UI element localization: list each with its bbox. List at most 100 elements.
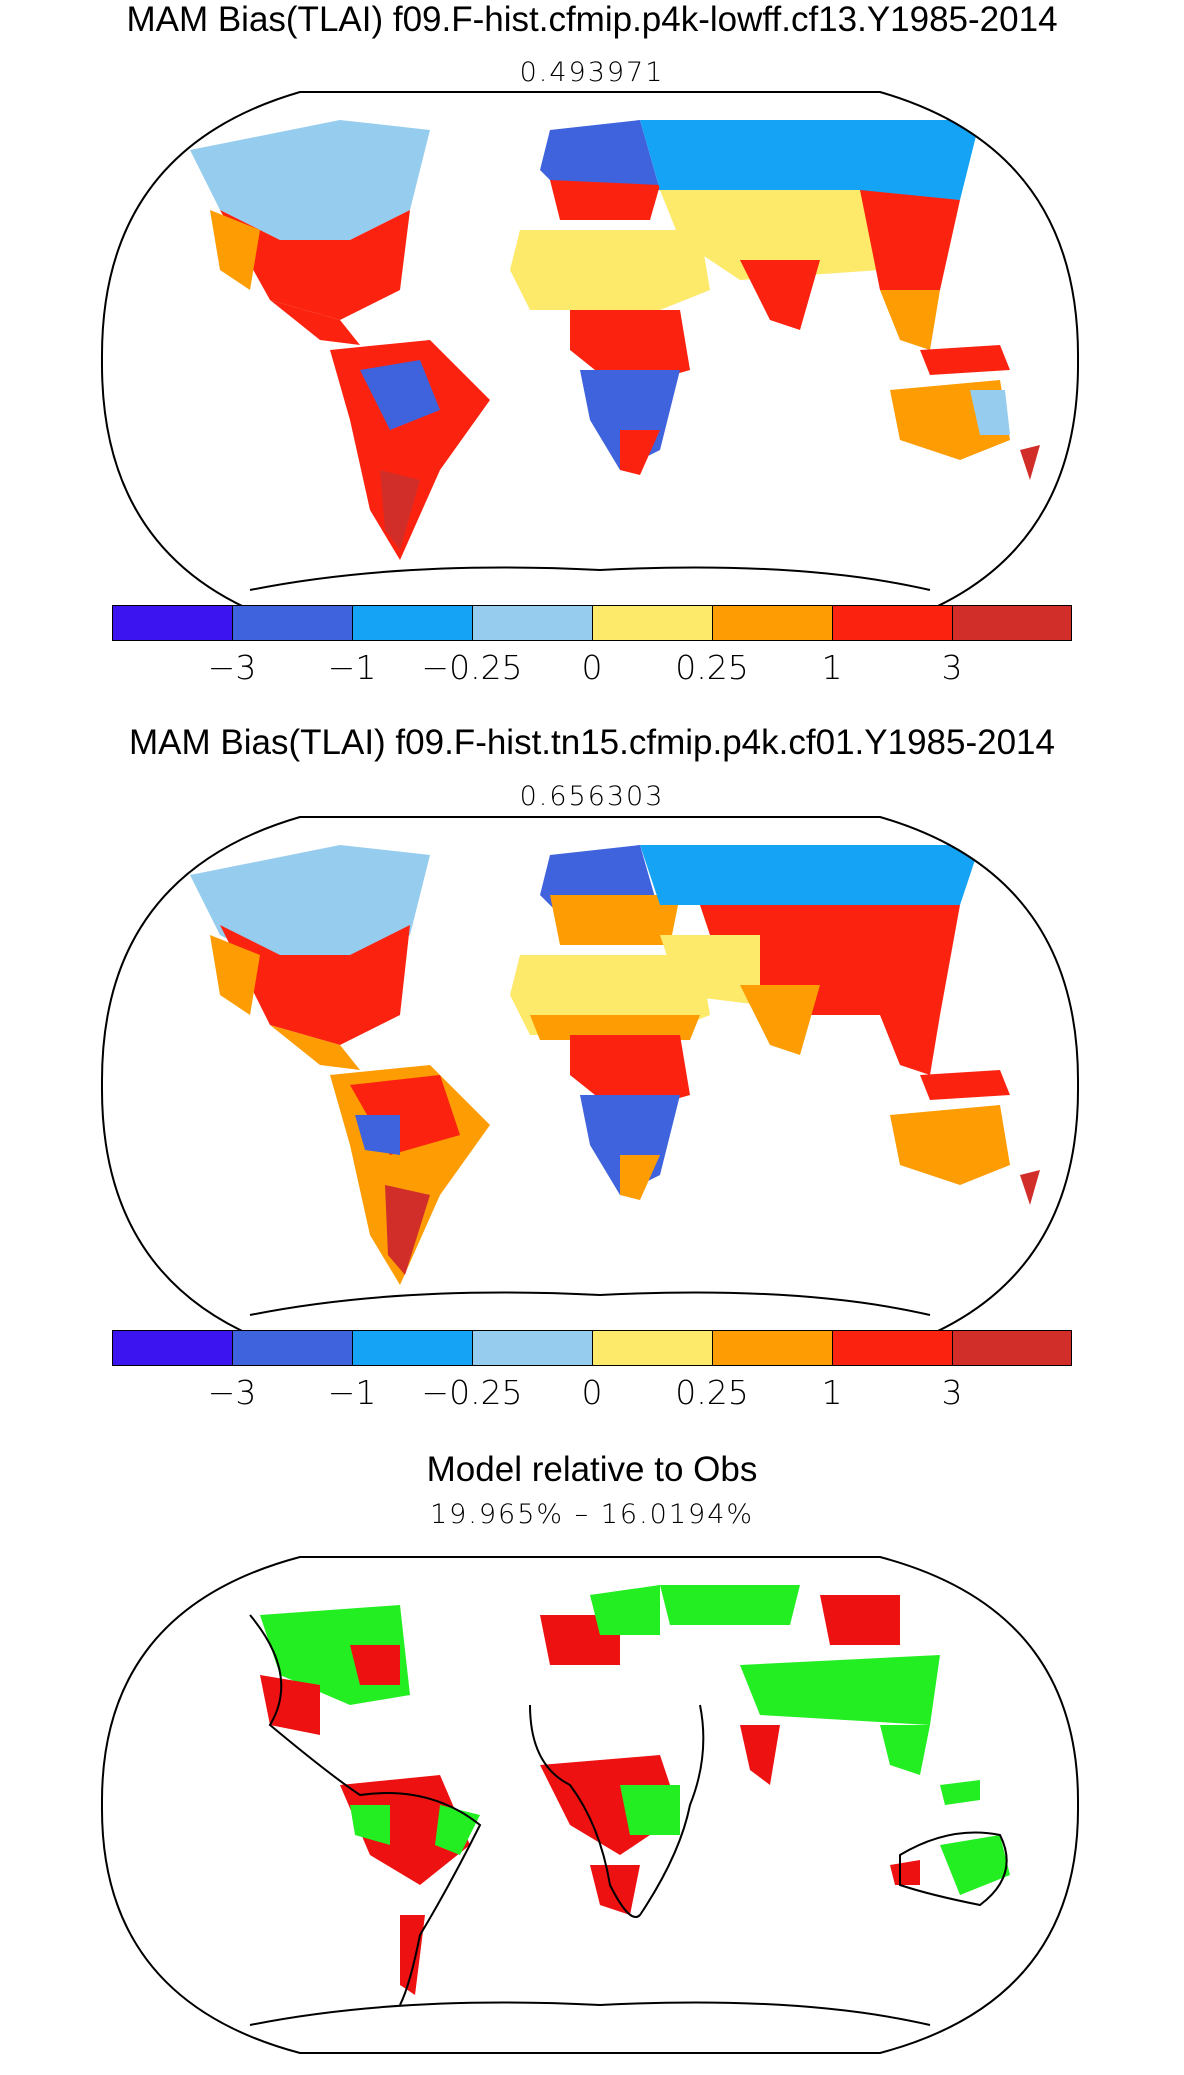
p1-australia-east (970, 390, 1010, 435)
p2-europe-south (550, 895, 680, 945)
p1-europe (540, 120, 660, 200)
p3-coast-americas (249, 1614, 482, 2006)
cbar1-cell-2 (232, 605, 353, 641)
cbar2-tick-1: −3 (207, 1373, 257, 1412)
cbar1-cell-1 (112, 605, 233, 641)
p2-africa-tip (620, 1155, 660, 1200)
cbar2-cell-6 (712, 1330, 833, 1366)
p3-east-us-red (350, 1645, 400, 1685)
p3-coast-australia (899, 1831, 1008, 1907)
p2-southeast-asia (880, 1015, 940, 1075)
p2-australia (890, 1105, 1010, 1185)
cbar2-tick-7: 3 (941, 1373, 963, 1412)
panel-3-comparison-map (100, 1556, 1080, 2054)
p3-south-america-green (350, 1805, 390, 1845)
p2-amazon-red (350, 1075, 460, 1155)
cbar2-tick-6: 1 (821, 1373, 843, 1412)
p3-south-asia-red (740, 1725, 780, 1785)
p2-amazon-blue (355, 1115, 400, 1155)
panel-1-bias-map (100, 91, 1080, 629)
p3-patagonia-red (400, 1915, 425, 1995)
cbar2-tick-4: 0 (581, 1373, 603, 1412)
cbar1-tick-6: 1 (821, 648, 843, 687)
cbar1-tick-5: 0.25 (675, 648, 749, 687)
p2-maritime-continent (920, 1070, 1010, 1100)
cbar1-tick-7: 3 (941, 648, 963, 687)
panel-1-title: MAM Bias(TLAI) f09.F-hist.cfmip.p4k-lowf… (126, 0, 1058, 39)
p2-north-america-south (220, 925, 410, 1045)
panel-2-colorbar (112, 1330, 1072, 1366)
cbar1-cell-3 (352, 605, 473, 641)
p2-sahel (530, 1015, 700, 1040)
cbar1-cell-7 (832, 605, 953, 641)
p2-south-america-south (385, 1185, 430, 1275)
p1-new-zealand (1020, 445, 1040, 480)
p1-antarctica-coast (249, 566, 931, 591)
panel-3-title: Model relative to Obs (426, 1450, 758, 1489)
p3-antarctica-coast (249, 2001, 931, 2026)
p3-siberia-red (820, 1595, 900, 1645)
p3-europe-green (590, 1585, 660, 1635)
cbar1-cell-6 (712, 605, 833, 641)
cbar2-tick-2: −1 (327, 1373, 377, 1412)
p1-south-america (330, 340, 490, 560)
cbar1-tick-1: −3 (207, 648, 257, 687)
p2-asia-north (640, 845, 980, 905)
cbar2-cell-2 (232, 1330, 353, 1366)
p3-north-america-red (260, 1675, 320, 1735)
cbar2-cell-7 (832, 1330, 953, 1366)
p3-coast-africa (529, 1704, 705, 1918)
panel-1-colorbar (112, 605, 1072, 641)
p3-asia-green (740, 1655, 940, 1725)
p2-new-zealand (1020, 1170, 1040, 1205)
p1-central-america (270, 300, 360, 345)
p1-south-asia (740, 260, 820, 330)
p1-asia-central (660, 190, 880, 280)
p1-maritime-continent (920, 345, 1010, 375)
cbar2-cell-5 (592, 1330, 713, 1366)
cbar2-tick-5: 0.25 (675, 1373, 749, 1412)
cbar1-tick-4: 0 (581, 648, 603, 687)
p1-asia-north (640, 120, 980, 200)
p3-east-asia-green (880, 1725, 930, 1775)
p2-africa-south (580, 1095, 680, 1195)
p1-europe-south (550, 180, 660, 220)
p1-north-america-south (220, 210, 410, 320)
cbar2-cell-3 (352, 1330, 473, 1366)
p1-east-asia (860, 190, 960, 290)
p3-africa-south-red (590, 1865, 640, 1915)
cbar1-cell-5 (592, 605, 713, 641)
p3-south-america-east-green (435, 1805, 480, 1855)
p2-central-america (270, 1025, 360, 1070)
cbar2-cell-1 (112, 1330, 233, 1366)
p1-sahara (510, 230, 710, 310)
p1-north-america-north (190, 120, 430, 240)
panel-2-title: MAM Bias(TLAI) f09.F-hist.tn15.cfmip.p4k… (129, 723, 1055, 762)
panel-1-global-mean: 0.493971 (519, 57, 665, 88)
cbar2-cell-4 (472, 1330, 593, 1366)
panel-2-global-mean: 0.656303 (519, 781, 665, 812)
p2-north-america-west (210, 935, 260, 1015)
p1-southeast-asia (880, 290, 940, 350)
p1-south-america-south (380, 470, 420, 550)
p1-africa-south (580, 370, 680, 470)
p3-siberia-green (660, 1585, 800, 1625)
p3-africa-green (620, 1785, 680, 1835)
p1-amazon-blue (360, 360, 440, 430)
p2-south-asia (740, 985, 820, 1055)
panel-2-bias-map (100, 816, 1080, 1354)
cbar1-cell-4 (472, 605, 593, 641)
cbar1-tick-2: −1 (327, 648, 377, 687)
cbar1-tick-3: −0.25 (421, 648, 523, 687)
p1-north-america-west (210, 210, 260, 290)
panel-3-percentages: 19.965% – 16.0194% (429, 1499, 755, 1530)
p3-south-america-red (340, 1775, 470, 1885)
cbar1-cell-8 (952, 605, 1072, 641)
p2-north-america-north (190, 845, 430, 965)
p3-australia-red (890, 1860, 920, 1885)
p1-africa-tip (620, 430, 660, 475)
cbar2-cell-8 (952, 1330, 1072, 1366)
p2-antarctica-coast (249, 1291, 931, 1316)
cbar2-tick-3: −0.25 (421, 1373, 523, 1412)
p3-australia-green (940, 1835, 1010, 1895)
